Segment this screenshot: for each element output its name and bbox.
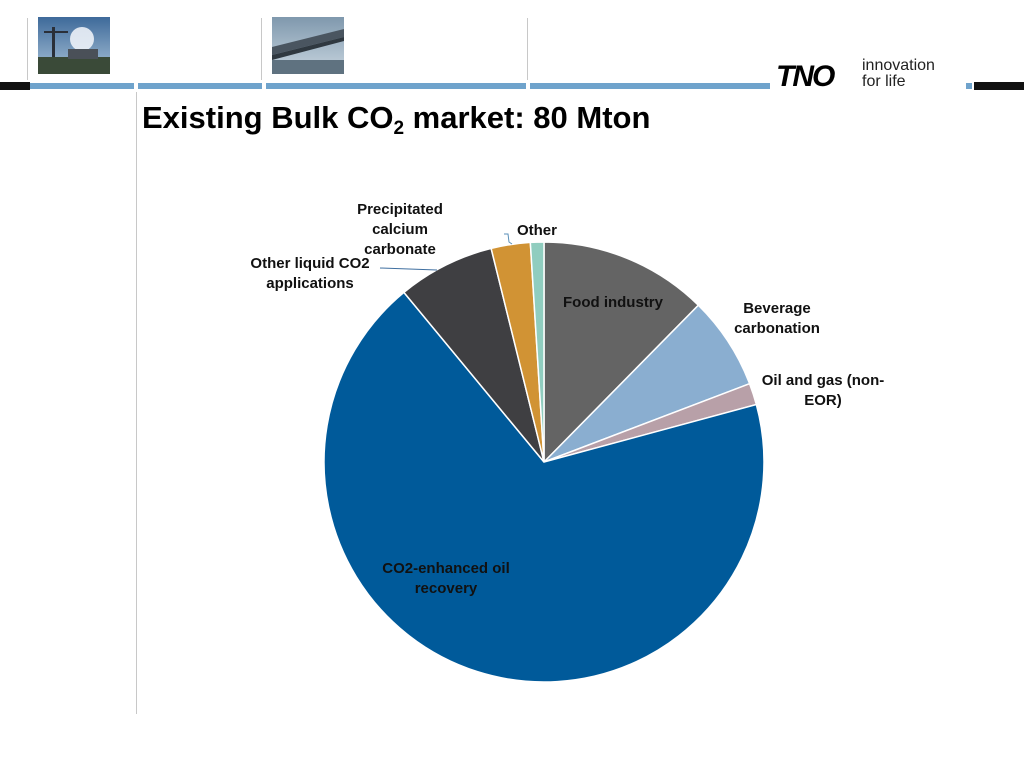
header-band <box>530 83 770 89</box>
header-photo-bridge <box>272 17 344 74</box>
leader-other <box>504 233 513 245</box>
divider-line <box>136 92 137 714</box>
header-band <box>138 83 262 89</box>
label-line: Beverage <box>743 300 811 317</box>
title-rest: market: 80 Mton <box>404 100 651 135</box>
header-band <box>266 83 526 89</box>
label-other: Other <box>517 222 557 239</box>
label-line: Other <box>517 222 557 239</box>
pie-slices <box>323 241 765 683</box>
divider-line <box>527 18 528 80</box>
leader-other-liquid <box>379 267 438 271</box>
divider-line <box>27 18 28 80</box>
label-line: carbonation <box>734 320 820 337</box>
tno-logo: TNO innovation for life <box>776 58 966 96</box>
label-pcc: Precipitated calcium carbonate <box>357 201 443 258</box>
label-oil-gas: Oil and gas (non- EOR) <box>762 372 885 409</box>
logo-tagline-line2: for life <box>862 73 906 90</box>
title-main: Existing Bulk CO <box>142 100 394 135</box>
label-line: calcium <box>372 221 428 238</box>
label-line: Oil and gas (non- <box>762 372 885 389</box>
pie-labels: Food industry Beverage carbonation Oil and … <box>250 201 884 597</box>
label-line: Other liquid CO2 <box>250 255 369 272</box>
label-beverage-carbonation: Beverage carbonation <box>734 300 820 337</box>
label-line: CO2-enhanced oil <box>382 560 510 577</box>
label-line: recovery <box>415 580 478 597</box>
leader-lines <box>379 233 513 271</box>
divider-line <box>261 18 262 80</box>
label-line: Food industry <box>563 294 664 311</box>
logo-tagline: innovation for life <box>862 58 935 90</box>
logo-wordmark: TNO <box>776 60 835 93</box>
label-line: Precipitated <box>357 201 443 218</box>
pie-slice-food <box>543 241 700 464</box>
label-line: carbonate <box>364 241 436 258</box>
pie-slice-eor <box>323 291 765 683</box>
label-line: applications <box>266 275 354 292</box>
header-band <box>30 83 134 89</box>
header-photo-industry <box>38 17 110 74</box>
page-title: Existing Bulk CO2 market: 80 Mton <box>142 100 650 140</box>
label-other-liquid: Other liquid CO2 applications <box>250 255 369 292</box>
logo-tagline-line1: innovation <box>862 57 935 74</box>
label-food-industry: Food industry <box>563 294 664 311</box>
label-line: EOR) <box>804 392 842 409</box>
title-subscript: 2 <box>393 118 405 139</box>
pie-slice-other <box>529 241 545 463</box>
header-band <box>0 82 30 90</box>
header-band <box>974 82 1024 90</box>
label-eor: CO2-enhanced oil recovery <box>382 560 510 597</box>
